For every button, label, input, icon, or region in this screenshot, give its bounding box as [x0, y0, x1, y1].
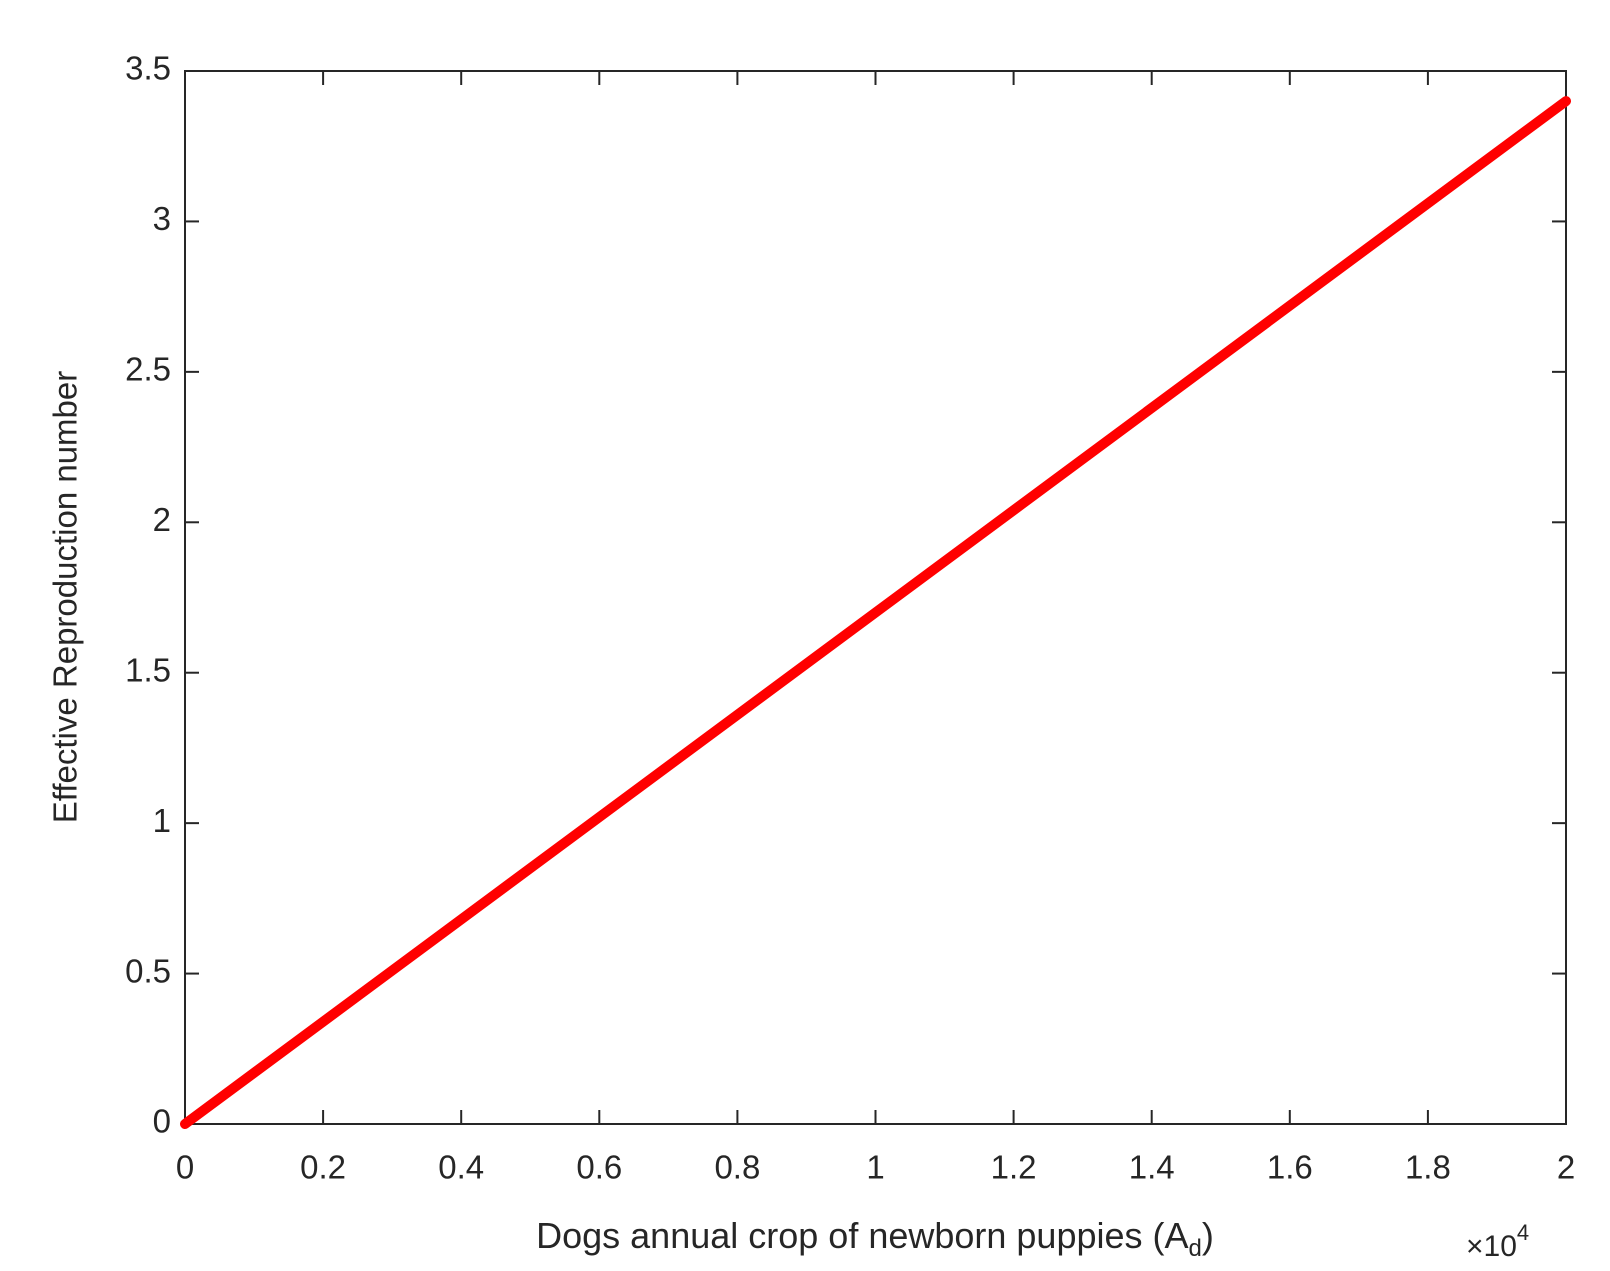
- x-tick-label: 0.6: [576, 1149, 622, 1186]
- x-tick-label: 1.2: [991, 1149, 1037, 1186]
- y-tick-label: 0.5: [125, 952, 171, 989]
- data-line: [180, 96, 1571, 1129]
- x-tick-label: 0.2: [300, 1149, 346, 1186]
- y-tick-label: 1.5: [125, 651, 171, 688]
- x-multiplier-base: ×10: [1466, 1230, 1517, 1263]
- x-label-text: Dogs annual crop of newborn puppies (A: [536, 1215, 1188, 1256]
- y-tick-label: 2: [153, 501, 171, 538]
- x-tick-label: 0.4: [438, 1149, 484, 1186]
- x-multiplier: ×104: [1466, 1220, 1529, 1263]
- y-tick-label: 3.5: [125, 50, 171, 87]
- y-tick-label: 1: [153, 802, 171, 839]
- x-label-subscript: d: [1189, 1235, 1202, 1262]
- x-tick-label: 0.8: [714, 1149, 760, 1186]
- x-multiplier-exponent: 4: [1517, 1220, 1529, 1245]
- x-axis-label: Dogs annual crop of newborn puppies (Ad): [536, 1215, 1214, 1263]
- y-tick-label: 2.5: [125, 351, 171, 388]
- y-axis-label: Effective Reproduction number: [47, 371, 84, 823]
- x-tick-label: 1: [866, 1149, 884, 1186]
- x-label-end: ): [1202, 1215, 1214, 1256]
- x-tick-label: 2: [1557, 1149, 1575, 1186]
- x-tick-label: 1.8: [1405, 1149, 1451, 1186]
- x-tick-label: 0: [176, 1149, 194, 1186]
- x-tick-label: 1.6: [1267, 1149, 1313, 1186]
- x-tick-label: 1.4: [1129, 1149, 1175, 1186]
- y-tick-label: 0: [153, 1103, 171, 1140]
- y-tick-label: 3: [153, 200, 171, 237]
